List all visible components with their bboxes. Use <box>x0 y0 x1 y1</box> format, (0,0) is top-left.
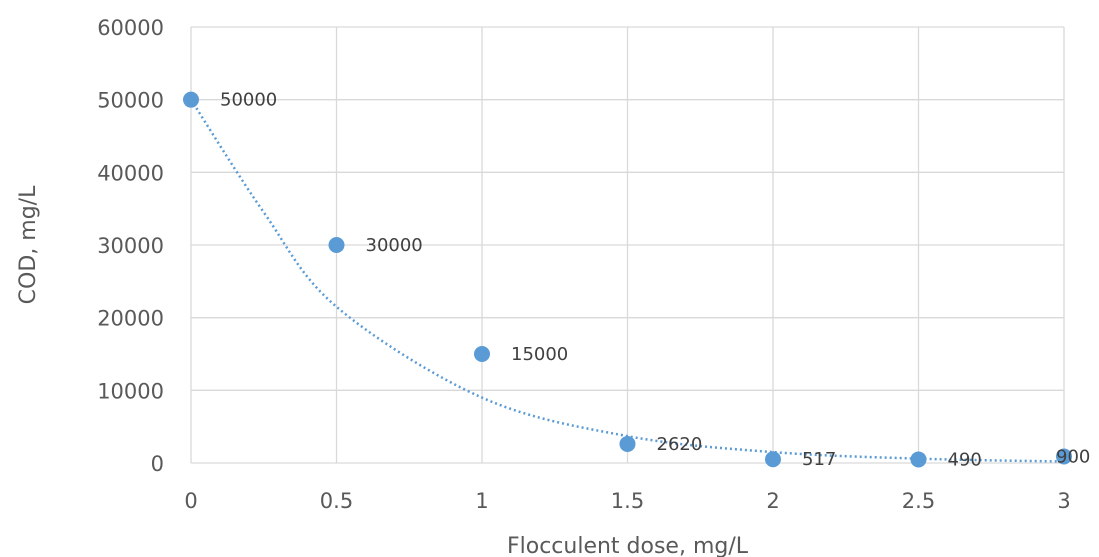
y-tick-label: 0 <box>151 452 164 476</box>
x-tick-label: 2.5 <box>902 489 935 513</box>
y-tick-label: 20000 <box>97 307 164 331</box>
x-tick-label: 2 <box>766 489 779 513</box>
x-tick-label: 0 <box>184 489 197 513</box>
data-label: 15000 <box>511 344 568 365</box>
x-tick-label: 3 <box>1057 489 1070 513</box>
data-point <box>910 451 927 468</box>
y-tick-label: 50000 <box>97 89 164 113</box>
data-label: 517 <box>802 449 836 470</box>
gridlines <box>190 26 1065 464</box>
data-point <box>328 237 345 253</box>
data-point <box>1056 448 1072 465</box>
y-tick-label: 30000 <box>97 234 164 258</box>
data-label: 900 <box>1056 446 1090 467</box>
data-point <box>474 346 490 362</box>
y-tick-label: 60000 <box>97 16 164 40</box>
x-tick-label: 0.5 <box>320 489 353 513</box>
x-axis-title: Flocculent dose, mg/L <box>507 534 749 557</box>
tick-labels: 0 10000 20000 30000 40000 50000 60000 0 0.5 1 1.5 2… <box>97 16 1071 513</box>
data-point <box>619 435 636 452</box>
y-axis-title: COD, mg/L <box>16 185 41 304</box>
data-labels: 50000 30000 15000 2620 517 490 900 <box>220 90 1090 471</box>
data-points <box>183 91 1072 468</box>
data-label: 2620 <box>657 434 703 455</box>
y-tick-label: 10000 <box>97 379 164 403</box>
y-tick-label: 40000 <box>97 161 164 185</box>
data-point <box>765 451 781 468</box>
x-tick-label: 1 <box>475 489 488 513</box>
data-point <box>183 91 199 108</box>
x-tick-label: 1.5 <box>611 489 644 513</box>
data-label: 30000 <box>366 235 423 256</box>
data-label: 490 <box>948 449 982 470</box>
data-label: 50000 <box>220 90 277 111</box>
